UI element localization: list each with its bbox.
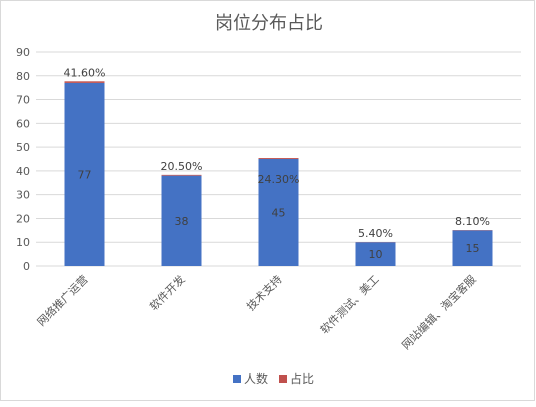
y-tick-label: 50 <box>16 141 30 154</box>
value-label: 38 <box>175 215 189 228</box>
chart-title: 岗位分布占比 <box>215 13 323 34</box>
category-label: 网站编辑、淘宝客服 <box>399 272 479 352</box>
y-tick-label: 90 <box>16 46 30 59</box>
y-tick-label: 40 <box>16 165 30 178</box>
percent-label: 24.30% <box>258 173 300 186</box>
category-label: 网络推广运营 <box>34 272 91 329</box>
y-tick-label: 80 <box>16 70 30 83</box>
y-axis-ticks: 0 10 20 30 40 50 60 70 80 90 <box>16 46 30 273</box>
value-label: 77 <box>78 168 92 181</box>
y-tick-label: 60 <box>16 117 30 130</box>
bar-percent <box>162 175 202 176</box>
bar-percent <box>65 81 105 83</box>
legend: 人数 占比 <box>233 371 314 386</box>
percent-label: 41.60% <box>64 66 106 79</box>
x-axis-categories: 网络推广运营 软件开发 技术支持软件测试、美工网站编辑、淘宝客服 <box>34 272 479 352</box>
percent-label: 20.50% <box>161 160 203 173</box>
legend-label: 占比 <box>290 371 314 386</box>
category-label: 软件测试、美工 <box>317 272 381 336</box>
y-tick-label: 70 <box>16 94 30 107</box>
y-tick-label: 30 <box>16 189 30 202</box>
category-label: 软件开发 <box>147 272 188 313</box>
legend-swatch <box>233 375 241 383</box>
y-tick-label: 20 <box>16 212 30 225</box>
bar-percent <box>259 158 299 159</box>
category-label: 技术支持 <box>244 272 285 313</box>
legend-swatch <box>279 375 287 383</box>
y-tick-label: 10 <box>16 236 30 249</box>
percent-label: 5.40% <box>358 227 393 240</box>
value-label: 15 <box>466 242 480 255</box>
value-label: 45 <box>272 207 286 220</box>
percent-label: 8.10% <box>455 215 490 228</box>
legend-label: 人数 <box>244 371 268 386</box>
y-tick-label: 0 <box>23 260 30 273</box>
value-label: 10 <box>369 248 383 261</box>
